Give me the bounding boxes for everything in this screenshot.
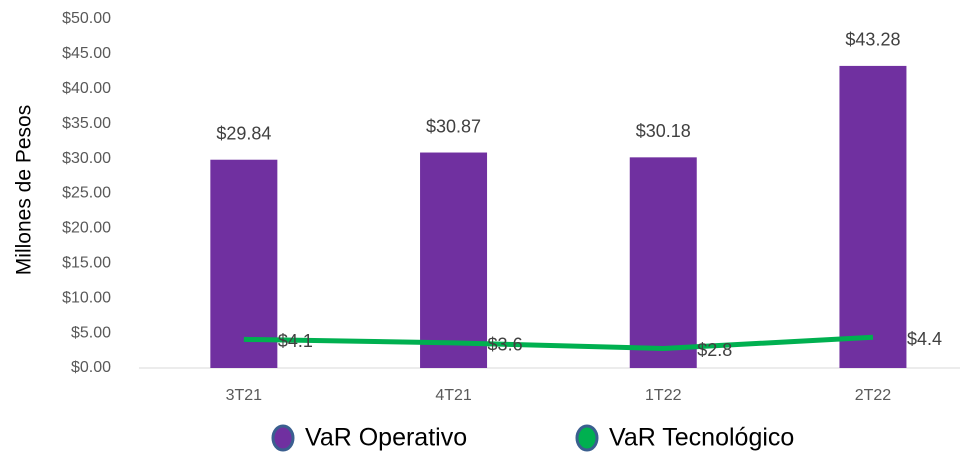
y-tick-label: $20.00 [62,220,111,237]
x-tick-label: 4T21 [435,387,472,404]
data-label: $29.84 [216,123,271,143]
data-label: $4.4 [907,329,942,349]
y-tick-label: $30.00 [62,150,111,167]
y-tick-label: $5.00 [71,324,111,341]
y-tick-label: $35.00 [62,115,111,132]
bar [629,157,697,368]
data-label: $43.28 [845,30,900,50]
legend-marker [271,424,295,452]
data-label: $3.6 [488,335,523,355]
line [243,334,874,351]
y-tick-label: $15.00 [62,255,111,272]
x-tick-label: 2T22 [855,387,892,404]
y-tick-label: $0.00 [71,359,111,376]
data-label: $2.8 [697,340,732,360]
legend-label: VaR Operativo [305,424,467,452]
legend-label: VaR Tecnológico [609,424,794,452]
y-tick-label: $10.00 [62,289,111,306]
x-tick-label: 3T21 [226,387,263,404]
bar [839,65,907,368]
y-axis-title: Millones de Pesos [13,105,36,275]
y-tick-label: $50.00 [62,10,111,27]
data-label: $4.1 [278,331,313,351]
y-tick-label: $45.00 [62,45,111,62]
bar [420,152,488,368]
y-tick-label: $25.00 [62,185,111,202]
bar [210,159,278,368]
x-tick-label: 1T22 [645,387,682,404]
y-tick-label: $40.00 [62,80,111,97]
data-label: $30.87 [426,116,481,136]
data-label: $30.18 [636,121,691,141]
legend-marker [575,424,599,452]
